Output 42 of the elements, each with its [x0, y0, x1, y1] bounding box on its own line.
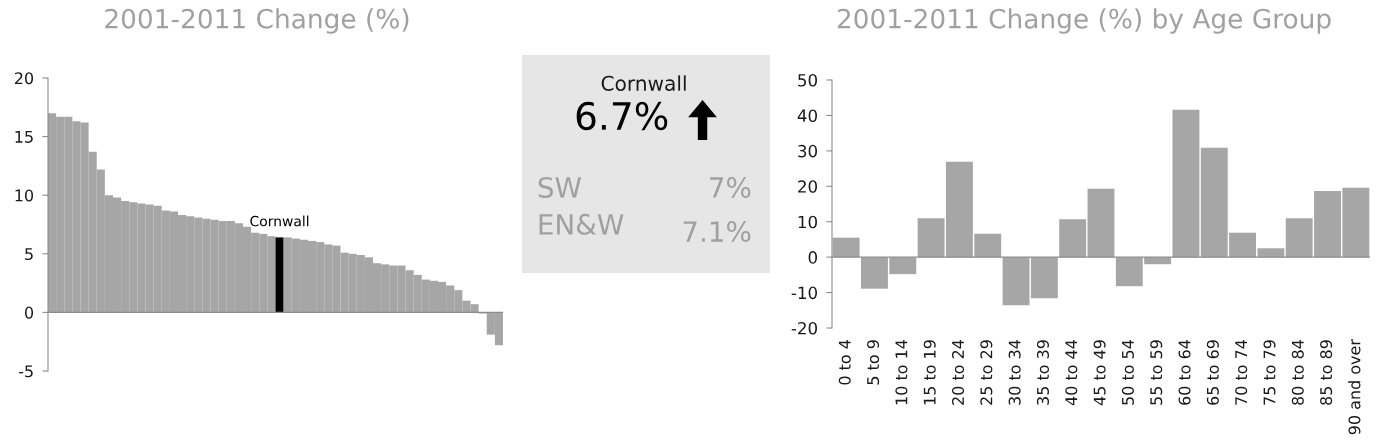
x-tick-label: 40 to 44	[1065, 340, 1078, 406]
text: 7%	[710, 176, 751, 198]
y-tick-label: 40	[797, 109, 817, 122]
y-tick-label: 50	[798, 73, 817, 87]
x-tick-label: 10 to 14	[895, 340, 908, 405]
x-tick-label: 45 to 49	[1093, 340, 1106, 406]
y-tick-label: -20	[791, 321, 818, 335]
y-tick-label: 10	[798, 215, 817, 229]
y-tick-label: -5	[18, 365, 33, 378]
x-tick-label: 90 and over	[1348, 339, 1361, 435]
x-tick-label: 55 to 59	[1150, 340, 1163, 405]
y-tick-label: 20	[798, 180, 817, 193]
x-tick-label: 30 to 34	[1008, 340, 1021, 405]
y-tick-label: 5	[25, 248, 33, 261]
text: 7.1%	[683, 221, 751, 243]
y-tick-label: 0	[25, 306, 34, 319]
text: 6.7%	[576, 101, 668, 131]
y-tick-label: 20	[14, 72, 34, 85]
y-tick-label: 0	[808, 251, 817, 264]
x-tick-label: 85 to 89	[1320, 340, 1333, 405]
y-tick-label: 15	[15, 131, 33, 143]
x-tick-label: 20 to 24	[951, 340, 965, 405]
x-tick-label: 35 to 39	[1036, 340, 1049, 405]
x-tick-label: 15 to 19	[923, 340, 936, 405]
x-tick-label: 65 to 69	[1206, 340, 1219, 405]
text: EN&W	[539, 213, 624, 235]
y-tick-label: -10	[791, 286, 818, 300]
x-tick-label: 5 to 9	[867, 340, 880, 385]
y-tick-label: 10	[15, 189, 34, 202]
text: Cornwall	[601, 75, 686, 91]
x-tick-label: 0 to 4	[838, 340, 851, 385]
x-tick-label: 70 to 74	[1235, 340, 1248, 405]
x-tick-label: 25 to 29	[980, 340, 993, 405]
x-tick-label: 50 to 54	[1121, 340, 1134, 405]
chart-title: 2001-2011 Change (%)	[105, 8, 409, 34]
x-tick-label: 75 to 79	[1263, 340, 1276, 405]
data-label: Cornwall	[250, 215, 309, 227]
y-tick-label: 30	[798, 144, 817, 158]
text: SW	[538, 176, 582, 198]
x-tick-label: 60 to 64	[1178, 340, 1191, 405]
x-tick-label: 80 to 84	[1291, 340, 1304, 405]
chart-title: 2001-2011 Change (%) by Age Group	[837, 8, 1331, 34]
